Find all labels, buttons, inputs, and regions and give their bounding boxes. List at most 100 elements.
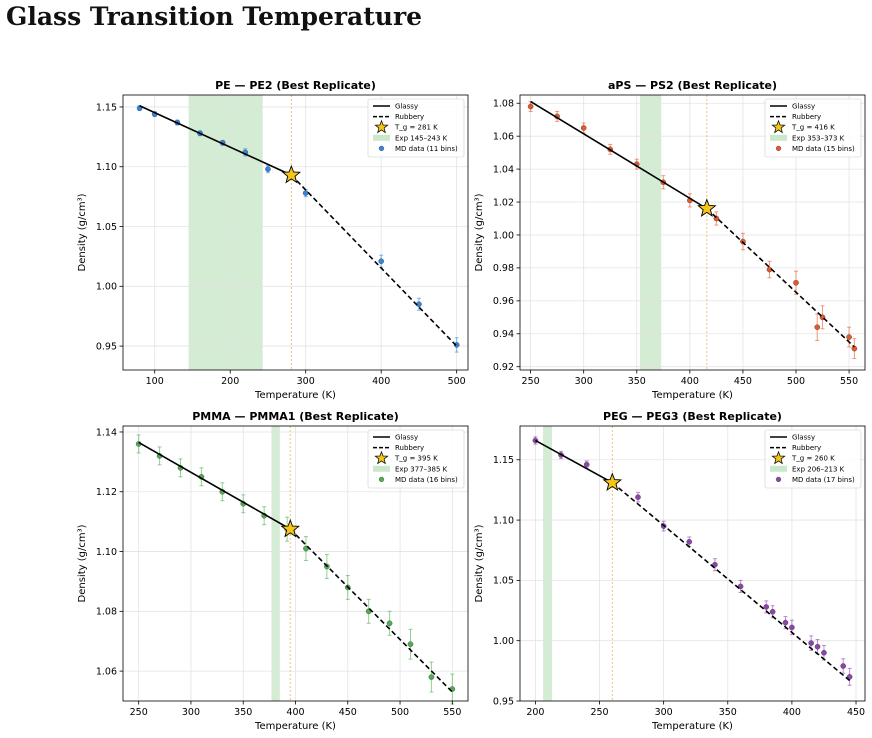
tg-star-marker (280, 518, 301, 538)
legend-md-swatch (775, 476, 782, 483)
y-tick-label: 1.10 (96, 547, 117, 558)
tg-star-marker (281, 164, 302, 184)
legend-glassy-label: Glassy (792, 103, 815, 111)
legend-md-label: MD data (11 bins) (395, 145, 458, 153)
legend-exp-label: Exp 145–243 K (395, 134, 448, 142)
plot-frame (519, 425, 866, 702)
y-tick-label: 0.95 (96, 341, 117, 352)
exp-tg-band (188, 95, 263, 370)
x-tick-label: 450 (847, 707, 865, 718)
x-tick-label: 300 (297, 376, 315, 387)
y-tick-label: 1.06 (96, 666, 117, 677)
md-data-point (846, 334, 852, 340)
tg-star-marker (697, 198, 717, 217)
y-tick-label: 0.95 (493, 696, 514, 707)
y-tick-label: 1.04 (493, 164, 514, 175)
legend-md-swatch (378, 145, 385, 152)
exp-tg-band (271, 426, 280, 701)
y-tick-label: 1.10 (493, 515, 514, 526)
legend-tg-label: T_g = 281 K (394, 124, 438, 132)
x-tick-label: 100 (146, 376, 164, 387)
legend: Glassy Rubbery T_g = 260 K Exp 206–213 K MD … (764, 429, 862, 489)
x-tick-label: 350 (628, 376, 646, 387)
legend-rubbery-label: Rubbery (792, 444, 821, 452)
legend-exp-label: Exp 353–373 K (792, 134, 845, 142)
x-tick-label: 450 (734, 376, 752, 387)
legend-md-swatch (378, 476, 385, 483)
x-tick-label: 300 (182, 707, 200, 718)
legend-tg-swatch (374, 450, 389, 465)
legend-exp-label: Exp 377–385 K (395, 465, 448, 473)
tg-star-marker (602, 472, 623, 492)
plot-frame (519, 94, 866, 371)
chart-title: PEG — PEG3 (Best Replicate) (603, 410, 782, 423)
md-data-point (527, 103, 534, 110)
y-axis-label: Density (g/cm³) (77, 524, 88, 602)
y-tick-label: 1.00 (493, 230, 514, 241)
y-tick-label: 0.98 (493, 263, 514, 274)
legend-exp-swatch (770, 465, 787, 472)
chart-panel-1: 100 200 300 400 500 0.95 1.00 1.05 1.10 1.15 PE — … (77, 79, 469, 401)
y-tick-label: 1.15 (493, 455, 514, 466)
chart-panel-4: 200 250 300 350 400 450 0.95 1.00 1.05 1.10 1.15 PE… (474, 410, 866, 732)
md-data-point (265, 166, 271, 172)
chart-panel-2: 250 300 350 400 450 500 550 0.92 0.94 0.96 0.98 1.0… (474, 79, 866, 401)
x-tick-label: 200 (221, 376, 239, 387)
md-data-point (789, 624, 795, 631)
legend-box (764, 98, 862, 158)
y-tick-label: 0.96 (493, 296, 514, 307)
legend-rubbery-label: Rubbery (395, 444, 424, 452)
x-tick-label: 450 (339, 707, 357, 718)
legend-md-label: MD data (17 bins) (792, 476, 855, 484)
x-tick-label: 250 (590, 707, 608, 718)
legend-rubbery-label: Rubbery (395, 113, 424, 121)
legend: Glassy Rubbery T_g = 416 K Exp 353–373 K MD … (764, 98, 862, 158)
md-data-point (635, 494, 641, 500)
md-data-point (428, 674, 435, 680)
x-tick-label: 350 (719, 707, 737, 718)
x-tick-label: 250 (130, 707, 148, 718)
plot-frame (122, 94, 469, 371)
x-tick-label: 500 (448, 376, 466, 387)
legend-md-swatch (775, 145, 782, 152)
legend-exp-swatch (373, 465, 390, 472)
legend-glassy-label: Glassy (395, 434, 418, 442)
y-tick-label: 1.15 (96, 102, 117, 113)
md-data-point (793, 279, 799, 286)
glassy-fit-line (530, 100, 708, 210)
x-tick-label: 550 (840, 376, 858, 387)
y-axis-label: Density (g/cm³) (474, 524, 485, 602)
legend-exp-swatch (373, 134, 390, 141)
x-tick-label: 200 (526, 707, 544, 718)
y-tick-label: 0.94 (493, 329, 514, 340)
glassy-fit-line (139, 105, 292, 176)
md-data-point (378, 258, 384, 264)
y-tick-label: 1.14 (96, 427, 117, 438)
md-data-point (386, 620, 393, 627)
x-axis-label: Temperature (K) (254, 721, 336, 732)
legend-tg-swatch (374, 119, 389, 134)
y-tick-label: 1.10 (96, 162, 117, 173)
md-data-point (814, 324, 821, 330)
legend-glassy-label: Glassy (792, 434, 815, 442)
legend-box (367, 98, 465, 158)
x-tick-label: 550 (443, 707, 461, 718)
x-tick-label: 400 (372, 376, 390, 387)
md-data-point (302, 190, 309, 196)
legend-tg-label: T_g = 395 K (394, 455, 438, 463)
legend-tg-label: T_g = 260 K (791, 455, 835, 463)
x-axis-label: Temperature (K) (651, 721, 733, 732)
md-data-point (453, 342, 460, 348)
md-data-point (782, 619, 789, 626)
md-data-point (583, 461, 590, 468)
y-tick-label: 1.08 (96, 607, 117, 618)
y-tick-label: 1.05 (96, 222, 117, 233)
legend-tg-swatch (771, 119, 786, 134)
y-axis-label: Density (g/cm³) (77, 193, 88, 271)
y-tick-label: 1.12 (96, 487, 117, 498)
y-tick-label: 1.00 (493, 636, 514, 647)
x-axis-label: Temperature (K) (254, 390, 336, 401)
x-tick-label: 400 (681, 376, 699, 387)
legend-tg-swatch (771, 450, 786, 465)
